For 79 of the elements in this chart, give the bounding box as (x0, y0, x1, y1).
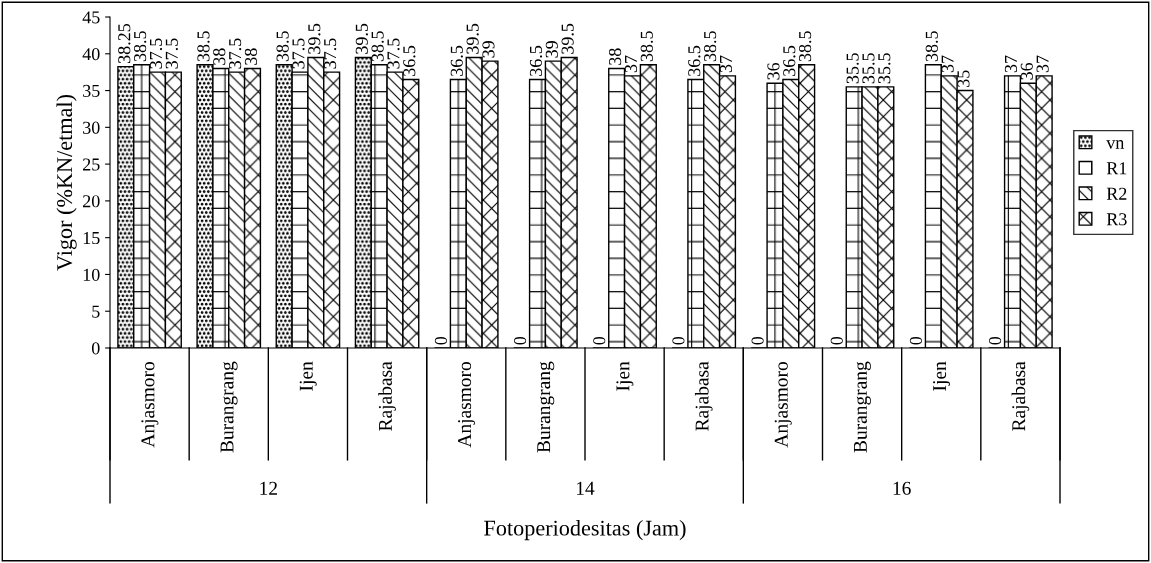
data-label: 38.5 (925, 31, 938, 62)
data-label: 39.5 (466, 23, 479, 54)
x-tick-label: Rajabasa (694, 361, 713, 431)
y-tick-label: 30 (83, 121, 100, 134)
legend-label: R2 (1106, 187, 1127, 200)
y-tick-label: 45 (82, 11, 100, 24)
data-label: 37 (1036, 55, 1049, 73)
legend-label: R3 (1106, 213, 1127, 226)
data-label: 39.5 (308, 23, 321, 54)
data-label: 39.5 (355, 23, 368, 54)
data-label: 35.5 (878, 53, 891, 84)
data-label: 38.5 (197, 31, 210, 62)
data-label: 39 (545, 41, 558, 58)
legend-label: vn (1106, 140, 1125, 149)
x-tick-label: Burangrang (853, 361, 871, 453)
data-label: 38 (213, 48, 226, 65)
data-label: 0 (751, 336, 764, 345)
y-tick-label: 5 (92, 305, 100, 318)
data-label: 37 (624, 55, 638, 73)
data-label: 0 (514, 336, 527, 345)
data-label: 36.5 (450, 45, 463, 76)
x-tick-label: Anjasmoro (141, 361, 159, 448)
data-label: 38.5 (134, 31, 147, 62)
data-label: 38 (244, 48, 258, 65)
x-tick-label: Burangrang (537, 361, 555, 453)
data-label: 36.5 (529, 45, 543, 76)
x-tick-label: Ijen (299, 361, 317, 391)
x-axis-title: Fotoperiodesitas (Jam) (484, 519, 686, 541)
data-label: 38.5 (371, 31, 384, 62)
data-label: 38.5 (704, 31, 717, 62)
data-label: 37 (1004, 55, 1018, 73)
data-label: 0 (593, 336, 606, 345)
data-label: 0 (909, 336, 923, 345)
data-label: 37.5 (292, 38, 305, 69)
x-tick-label: Ijen (616, 361, 634, 391)
data-label: 39.5 (561, 23, 574, 54)
y-tick-label: 20 (83, 195, 100, 208)
data-label: 37 (719, 55, 733, 73)
x-tick-label: Ijen (933, 361, 951, 391)
data-label: 38 (609, 48, 622, 65)
y-tick-label: 0 (91, 342, 100, 355)
x-tick-label: Rajabasa (378, 361, 396, 431)
data-label: 36.5 (688, 45, 701, 76)
x-tick-label: Anjasmoro (774, 361, 792, 448)
data-label: 35.5 (846, 53, 859, 84)
y-axis-title: Vigor (%KN/etmal) (56, 94, 77, 271)
data-label: 38.5 (799, 31, 812, 62)
legend-label: R1 (1106, 162, 1127, 175)
text: 12 (260, 481, 277, 495)
x-tick-label: Burangrang (220, 361, 238, 453)
data-label: 0 (672, 336, 685, 345)
data-label: 0 (989, 336, 1002, 345)
data-label: 37.5 (324, 38, 337, 69)
data-label: 37 (941, 55, 954, 73)
y-tick-label: 25 (83, 158, 100, 171)
data-label: 38.25 (118, 23, 131, 64)
data-label: 0 (434, 336, 448, 345)
data-label: 35 (957, 70, 970, 87)
y-tick-label: 15 (83, 232, 100, 245)
data-label: 37.5 (149, 38, 163, 69)
text: 14 (576, 481, 595, 495)
data-label: 36 (1020, 62, 1033, 80)
data-label: 35.5 (862, 53, 875, 84)
data-label: 37.5 (165, 38, 178, 69)
y-tick-label: 40 (82, 48, 100, 61)
data-label: 37.5 (229, 38, 242, 69)
data-label: 38.5 (276, 31, 289, 62)
y-tick-label: 10 (83, 268, 100, 281)
data-label: 36.5 (783, 45, 796, 76)
y-tick-label: 35 (83, 84, 100, 97)
x-tick-label: Anjasmoro (458, 361, 476, 448)
text: 16 (893, 481, 911, 495)
data-label: 0 (830, 336, 843, 345)
data-label: 36.5 (403, 45, 416, 76)
data-label: 39 (482, 41, 495, 58)
data-label: 36 (767, 62, 780, 80)
data-label: 37.5 (387, 38, 400, 69)
data-label: 38.5 (640, 31, 653, 62)
x-tick-label: Rajabasa (1011, 361, 1030, 431)
